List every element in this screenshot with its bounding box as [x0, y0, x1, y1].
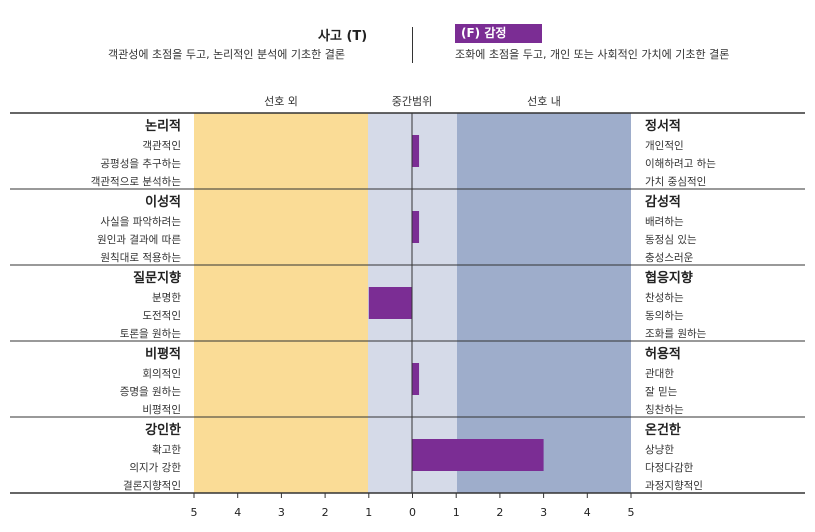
right-trait-item: 이해하려고 하는	[645, 158, 716, 170]
right-trait-title: 감성적	[645, 195, 681, 210]
axis-tick-label: 1	[453, 506, 460, 519]
left-trait-item: 토론을 원하는	[119, 328, 181, 340]
axis-tick-label: 2	[496, 506, 503, 519]
band-label-outside: 선호 외	[264, 95, 298, 108]
left-trait-item: 증명을 원하는	[119, 386, 181, 398]
band-label-inside: 선호 내	[527, 95, 561, 108]
left-trait-item: 도전적인	[142, 310, 181, 322]
axis-tick-label: 2	[322, 506, 329, 519]
right-trait-title: 정서적	[645, 119, 681, 134]
left-trait-item: 결론지향적인	[123, 480, 181, 492]
right-trait-item: 가치 중심적인	[645, 176, 707, 188]
right-trait-item: 찬성하는	[645, 292, 684, 304]
bar-2	[412, 211, 420, 243]
bar-5	[412, 439, 544, 471]
thinking-title: 사고 (T)	[318, 29, 368, 44]
left-trait-item: 의지가 강한	[129, 462, 181, 474]
left-trait-item: 사실을 파악하려는	[100, 216, 181, 228]
axis-tick-label: 5	[191, 506, 198, 519]
left-trait-item: 객관적으로 분석하는	[90, 176, 181, 188]
header-divider	[412, 27, 413, 63]
right-trait-title: 허용적	[645, 347, 681, 362]
right-trait-item: 과정지향적인	[645, 480, 703, 492]
right-trait-item: 동의하는	[645, 310, 684, 322]
feeling-subtitle: 조화에 초점을 두고, 개인 또는 사회적인 가치에 기초한 결론	[455, 48, 730, 61]
axis-tick-label: 1	[365, 506, 372, 519]
axis-tick-label: 4	[584, 506, 591, 519]
band-inside	[457, 113, 631, 493]
band-outside	[194, 113, 368, 493]
bar-1	[412, 135, 420, 167]
axis-tick-label: 4	[234, 506, 241, 519]
left-trait-item: 원칙대로 적용하는	[100, 252, 181, 264]
right-trait-item: 칭찬하는	[645, 404, 684, 416]
right-trait-item: 충성스러운	[645, 252, 694, 264]
bar-4	[412, 363, 420, 395]
thinking-subtitle: 객관성에 초점을 두고, 논리적인 분석에 기초한 결론	[108, 48, 345, 61]
left-trait-title: 논리적	[145, 119, 181, 134]
left-trait-title: 이성적	[145, 195, 181, 210]
left-trait-item: 비평적인	[142, 404, 181, 416]
right-trait-title: 협응지향	[645, 271, 693, 286]
left-trait-item: 객관적인	[142, 140, 181, 152]
right-trait-item: 다정다감한	[645, 462, 694, 474]
right-trait-item: 상냥한	[645, 444, 674, 456]
left-trait-item: 공평성을 추구하는	[100, 158, 181, 170]
axis-tick-label: 3	[278, 506, 285, 519]
axis-tick-label: 5	[628, 506, 635, 519]
left-trait-item: 원인과 결과에 따른	[97, 234, 181, 246]
bar-3	[368, 287, 413, 319]
right-trait-item: 잘 믿는	[645, 386, 678, 398]
right-trait-item: 배려하는	[645, 216, 684, 228]
left-trait-item: 확고한	[152, 444, 181, 456]
left-trait-item: 회의적인	[142, 368, 181, 380]
right-trait-item: 동정심 있는	[645, 234, 697, 246]
axis-tick-label: 3	[540, 506, 547, 519]
axis-tick-label: 0	[409, 506, 416, 519]
left-trait-title: 강인한	[145, 423, 181, 438]
left-trait-title: 질문지향	[133, 271, 181, 286]
left-trait-title: 비평적	[145, 347, 181, 362]
right-trait-item: 관대한	[645, 368, 674, 380]
right-trait-item: 개인적인	[645, 140, 684, 152]
feeling-title-badge: (F) 감정	[455, 24, 542, 43]
left-trait-item: 분명한	[152, 292, 181, 304]
right-trait-title: 온건한	[645, 423, 681, 438]
band-label-middle: 중간범위	[391, 95, 433, 108]
right-trait-item: 조화를 원하는	[645, 328, 707, 340]
